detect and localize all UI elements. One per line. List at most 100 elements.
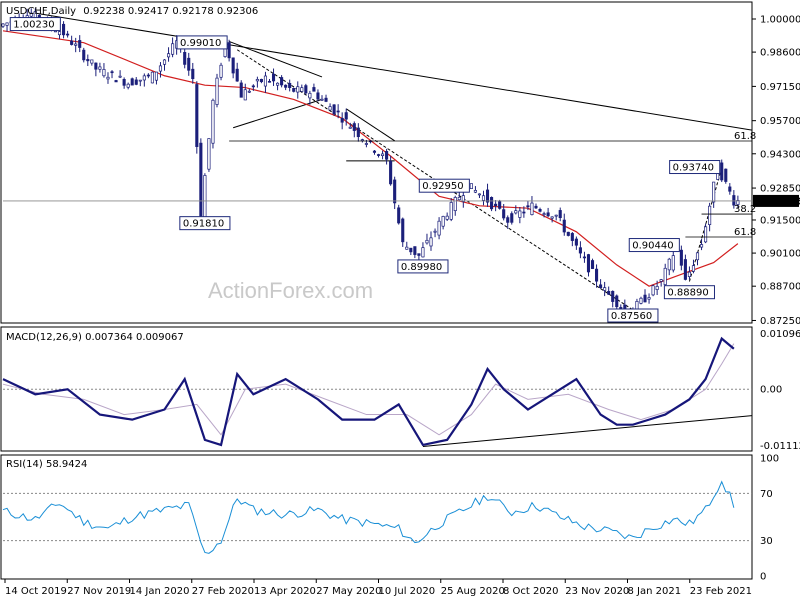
callout-label: 0.88890 <box>667 288 708 299</box>
candle-body <box>158 65 163 72</box>
callout-box <box>397 259 449 274</box>
candle-body <box>481 195 486 201</box>
candle-body <box>409 247 413 253</box>
candle-body <box>401 218 405 243</box>
fib-label: 61.8 <box>734 227 756 238</box>
candle-body <box>263 75 268 87</box>
candle-body <box>615 295 619 308</box>
callout-label: 0.92950 <box>422 181 463 192</box>
candle-body <box>356 127 360 138</box>
candle-body <box>150 71 154 84</box>
price-tick-label: 0.87250 <box>760 316 800 327</box>
macd-lines <box>2 336 735 447</box>
candle-body <box>348 126 352 129</box>
candle-body <box>316 92 320 100</box>
candle-body <box>655 286 659 290</box>
candle-body <box>595 268 599 282</box>
candle-body <box>219 64 223 78</box>
candle-body <box>643 294 647 303</box>
candle-body <box>360 139 364 141</box>
candle-body <box>74 43 78 46</box>
date-tick-label: 27 Nov 2019 <box>67 586 131 597</box>
date-tick-label: 14 Jan 2020 <box>130 586 190 597</box>
candle-body <box>90 59 94 64</box>
candle-body <box>494 203 498 207</box>
candle-body <box>5 22 9 26</box>
candle-body <box>485 189 490 203</box>
candle-body <box>304 85 308 94</box>
candle-body <box>405 246 409 250</box>
macd-tick-label: 0.010967 <box>760 329 800 340</box>
candle-body <box>599 284 603 289</box>
candle-body <box>514 210 518 214</box>
candle-body <box>122 79 126 86</box>
callout-label: 0.89980 <box>401 262 442 273</box>
candle-body <box>534 205 538 209</box>
candle-body <box>199 142 203 217</box>
candle-body <box>445 215 449 220</box>
date-tick-label: 25 Aug 2020 <box>441 586 505 597</box>
rsi-line <box>2 480 735 554</box>
candle-body <box>247 90 251 93</box>
candle-body <box>441 216 445 227</box>
macd-support-line <box>422 415 753 447</box>
candle-body <box>619 307 623 309</box>
date-tick-label: 8 Oct 2020 <box>503 586 558 597</box>
callout-box <box>663 285 715 300</box>
rsi-line <box>2 480 735 554</box>
candle-body <box>376 154 381 156</box>
fib-levels: 61.8 38.2 61.8 <box>229 131 756 238</box>
candle-body <box>530 202 534 215</box>
current-price-tag <box>753 194 799 207</box>
candle-body <box>413 246 417 255</box>
candle-body <box>227 42 231 59</box>
candle-body <box>66 33 70 36</box>
callout-label: 1.00230 <box>13 20 54 31</box>
fib-label: 38.2 <box>734 204 756 215</box>
current-price-marker: 0.92306 <box>3 194 800 207</box>
candle-body <box>590 260 595 269</box>
candle-body <box>243 89 247 101</box>
candle-body <box>611 290 615 302</box>
price-tick-label: 0.88700 <box>760 282 800 293</box>
candle-body <box>699 244 704 248</box>
candle-body <box>102 69 106 77</box>
candle-body <box>70 40 74 45</box>
price-tick-label: 0.97150 <box>760 82 800 93</box>
current-price-label: 0.92306 <box>758 196 800 207</box>
callout-label: 0.87560 <box>611 311 652 322</box>
candle-body <box>280 77 284 86</box>
callout-box <box>607 308 659 323</box>
rsi-tick-label: 100 <box>760 454 779 465</box>
candle-body <box>542 213 546 216</box>
candle-body <box>708 205 712 225</box>
candle-body <box>522 211 526 214</box>
candle-body <box>271 73 276 82</box>
candle-body <box>195 84 199 147</box>
candle-body <box>62 23 66 36</box>
candle-body <box>296 86 300 93</box>
candle-body <box>449 202 453 220</box>
date-tick-label: 23 Nov 2020 <box>565 586 629 597</box>
candle-body <box>518 210 522 218</box>
price-axis: 1.00000 0.98600 0.97150 0.95700 0.94300 0.928… <box>752 15 800 327</box>
triangle-upper-line <box>228 40 323 78</box>
candle-body <box>502 209 506 219</box>
moving-average <box>2 30 739 287</box>
callout-box <box>669 160 721 175</box>
candle-body <box>457 196 461 201</box>
candle-body <box>191 68 195 79</box>
candle-body <box>736 200 740 205</box>
candle-body <box>607 290 611 295</box>
fib-label: 61.8 <box>734 131 756 142</box>
candle-body <box>320 98 324 101</box>
candle-body <box>284 84 288 88</box>
candle-body <box>332 104 336 115</box>
price-tick-label: 0.92850 <box>760 184 800 195</box>
candle-body <box>667 258 671 271</box>
callout-box <box>9 17 61 32</box>
price-tick-label: 0.90100 <box>760 249 800 260</box>
candle-body <box>473 190 477 193</box>
macd-title: MACD(12,26,9) 0.007364 0.009067 <box>6 332 184 343</box>
